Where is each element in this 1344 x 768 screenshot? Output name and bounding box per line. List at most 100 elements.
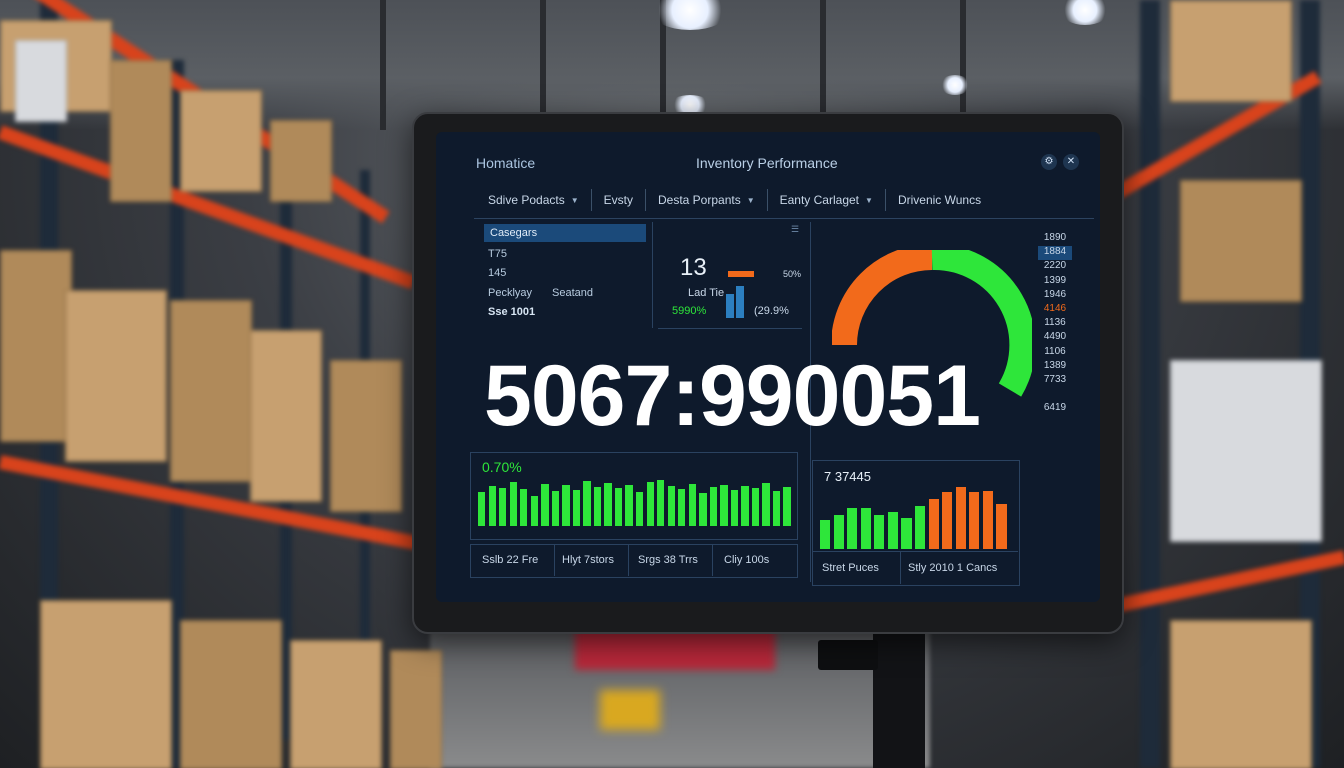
- scale-value: 1389: [1043, 359, 1067, 371]
- category-value: 145: [488, 267, 507, 279]
- chart-bar: [820, 520, 831, 549]
- chart-bar: [541, 484, 549, 526]
- scale-value: 4146: [1043, 302, 1067, 314]
- kpi-bar-fill: [728, 271, 754, 277]
- value-scale: 1890 1884 2220 1399 1946 4146 1136 4490 1106 1389…: [1038, 232, 1072, 416]
- left-footer-cell[interactable]: Hlyt 7stors: [562, 554, 614, 566]
- ceiling-light: [1060, 0, 1110, 25]
- chart-bar: [709, 487, 718, 526]
- ceiling-light: [670, 95, 710, 115]
- kpi-blue-pct: (29.9%: [754, 305, 789, 317]
- chart-bar: [499, 488, 507, 526]
- right-chart-panel: [812, 460, 1020, 586]
- left-chart-panel: [470, 452, 798, 540]
- monitor-clamp: [818, 640, 878, 670]
- ceiling-beam: [540, 0, 546, 130]
- divider: [474, 218, 1094, 219]
- left-footer-cell[interactable]: Srgs 38 Trrs: [638, 554, 698, 566]
- chevron-down-icon: ▼: [865, 195, 873, 205]
- chart-bar: [762, 483, 770, 526]
- chart-bar: [562, 485, 570, 526]
- chevron-down-icon: ▼: [746, 195, 755, 205]
- kpi-panel: [658, 222, 802, 329]
- right-bar-chart: [820, 487, 1010, 549]
- chart-bar: [678, 489, 686, 526]
- right-footer-cell[interactable]: Stly 2010 1 Cancs: [908, 562, 998, 574]
- chart-bar: [772, 491, 781, 526]
- scale-value: 1946: [1043, 288, 1067, 300]
- menu-icon[interactable]: ☰: [791, 224, 800, 234]
- chart-bar: [646, 482, 654, 526]
- settings-icon[interactable]: ⚙: [1041, 154, 1057, 170]
- right-footer-cell[interactable]: Stret Puces: [822, 562, 879, 574]
- scale-value: 1884: [1038, 246, 1072, 261]
- ceiling-beam: [380, 0, 386, 130]
- filter-drivenic[interactable]: Drivenic Wuncs: [897, 193, 982, 207]
- left-footer-cell[interactable]: Sslb 22 Fre: [482, 554, 539, 566]
- chart-bar: [551, 491, 560, 526]
- chart-bar: [520, 489, 528, 526]
- ceiling-beam: [960, 0, 966, 130]
- categories-header[interactable]: Casegars: [484, 224, 646, 242]
- category-label: Seatand: [552, 287, 593, 299]
- category-value: T75: [488, 248, 507, 260]
- chart-bar: [720, 485, 728, 526]
- chart-bar: [783, 487, 791, 526]
- background-forklift: [600, 690, 660, 730]
- chart-bar: [530, 496, 539, 526]
- chart-bar: [593, 487, 602, 526]
- big-number: 5067:990051: [484, 348, 981, 444]
- left-chart-label: 0.70%: [482, 459, 522, 475]
- monitor: Homatice Inventory Performance ⚙ ✕ Sdive…: [412, 112, 1124, 634]
- filter-products[interactable]: Sdive Podacts ▼: [476, 189, 592, 211]
- scale-value: 1399: [1043, 274, 1067, 286]
- gauge-orange-arc: [832, 250, 933, 346]
- left-footer-cell[interactable]: Cliy 100s: [724, 554, 770, 566]
- chart-bar: [955, 487, 966, 549]
- ceiling-beam: [660, 0, 666, 130]
- chart-bar: [699, 493, 707, 526]
- chart-bar: [833, 514, 844, 549]
- chart-bar: [969, 492, 980, 549]
- chart-bar: [572, 490, 581, 526]
- chart-bar: [625, 485, 633, 526]
- chart-bar: [478, 492, 486, 526]
- chart-bar: [604, 483, 612, 526]
- chart-bar: [730, 490, 739, 526]
- right-shelving: [1106, 0, 1344, 768]
- chart-bar: [614, 488, 623, 526]
- brand-name: Homatice: [476, 155, 536, 171]
- chart-bar: [942, 492, 953, 549]
- scale-value: 7733: [1043, 373, 1067, 385]
- filter-evsty[interactable]: Evsty: [592, 189, 646, 211]
- dashboard-title: Inventory Performance: [696, 155, 838, 171]
- kpi-value: 13: [680, 254, 707, 281]
- gauge-green-arc: [931, 250, 1032, 397]
- chart-bar: [636, 492, 644, 526]
- right-chart-label: 7 37445: [824, 469, 871, 484]
- dashboard-screen: Homatice Inventory Performance ⚙ ✕ Sdive…: [436, 132, 1100, 602]
- kpi-mini-bar: [726, 294, 734, 318]
- categories-panel: [480, 222, 653, 328]
- monitor-stand: [873, 620, 925, 768]
- chevron-down-icon: ▼: [570, 195, 579, 205]
- filter-desta[interactable]: Desta Porpants ▼: [646, 189, 768, 211]
- filter-eanty[interactable]: Eanty Carlaget ▼: [768, 189, 886, 211]
- chart-bar: [583, 481, 591, 526]
- chart-bar: [741, 486, 749, 526]
- scale-value: 6419: [1043, 402, 1067, 414]
- gauge-chart: [832, 250, 1032, 397]
- kpi-bar-label: 50%: [783, 269, 802, 279]
- chart-bar: [847, 507, 858, 549]
- scale-value: 4490: [1043, 331, 1067, 343]
- chart-bar: [657, 480, 665, 526]
- chart-bar: [688, 484, 697, 526]
- chart-bar: [488, 486, 496, 526]
- scale-value: 1136: [1044, 317, 1066, 329]
- chart-bar: [982, 491, 994, 549]
- divider: [810, 222, 811, 582]
- chart-bar: [874, 514, 885, 549]
- chart-bar: [915, 505, 926, 549]
- close-icon[interactable]: ✕: [1063, 154, 1079, 170]
